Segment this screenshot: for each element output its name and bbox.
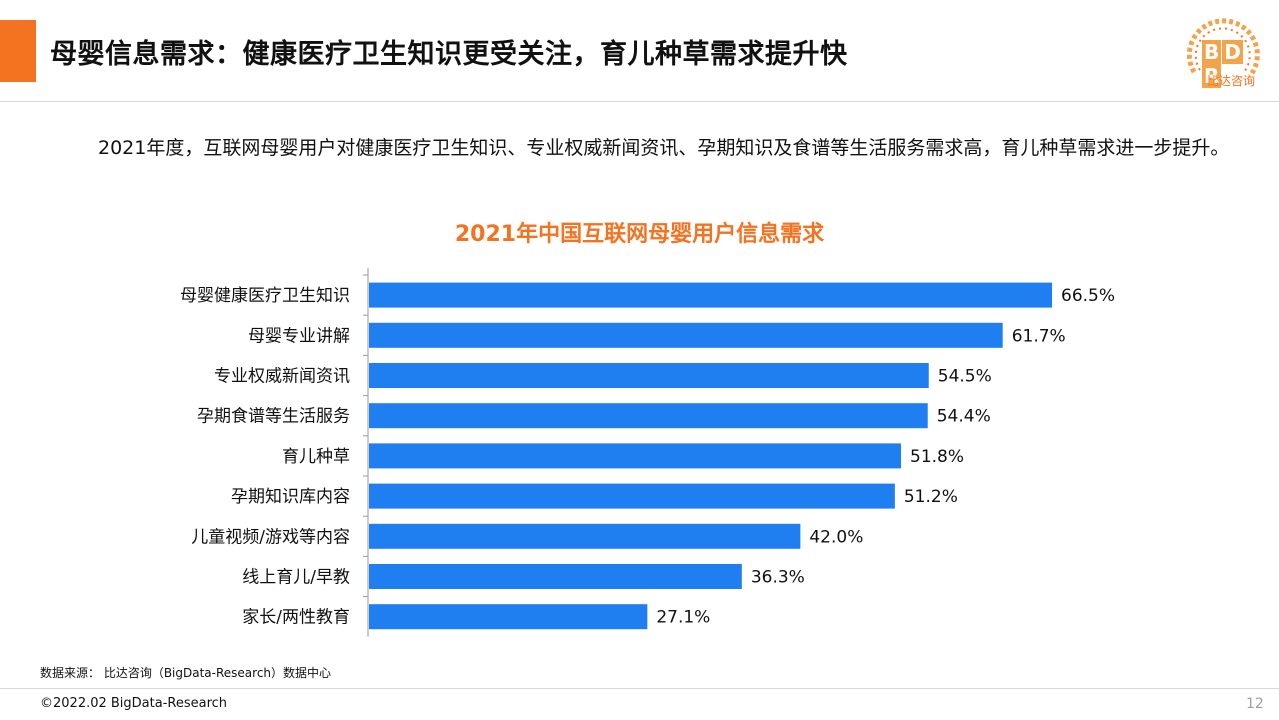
bar [369, 523, 801, 549]
intro-paragraph: 2021年度，互联网母婴用户对健康医疗卫生知识、专业权威新闻资讯、孕期知识及食谱… [98, 137, 1230, 159]
category-label: 母婴专业讲解 [248, 326, 350, 346]
category-label: 家长/两性教育 [242, 608, 350, 628]
category-label: 孕期食谱等生活服务 [197, 407, 350, 427]
category-label: 线上育儿/早教 [242, 568, 350, 588]
bar-value-label: 66.5% [1061, 286, 1115, 306]
logo-company-name: 比达咨询 [1207, 74, 1256, 88]
bar [369, 604, 648, 630]
bar-value-label: 42.0% [809, 527, 863, 547]
bdr-logo: B DR 比达咨询 [1180, 10, 1264, 94]
bar-value-label: 61.7% [1012, 326, 1066, 346]
data-source-note: 数据来源： 比达咨询（BigData-Research）数据中心 [40, 666, 332, 680]
bar-value-label: 51.8% [910, 447, 964, 467]
category-label: 育儿种草 [282, 447, 350, 467]
bar-value-label: 54.5% [938, 367, 992, 387]
category-label: 孕期知识库内容 [231, 487, 350, 507]
page-title: 母婴信息需求：健康医疗卫生知识更受关注，育儿种草需求提升快 [50, 39, 848, 70]
bar [369, 363, 929, 388]
category-label: 儿童视频/游戏等内容 [191, 527, 350, 547]
title-divider [0, 101, 1279, 102]
bar-value-label: 36.3% [751, 568, 805, 588]
bar [369, 564, 742, 589]
bar [369, 282, 1052, 308]
bar [369, 443, 902, 469]
bar-value-label: 51.2% [904, 487, 958, 507]
bar-chart: 母婴健康医疗卫生知识 66.5% 母婴专业讲解 61.7% 专业权威新闻资讯 54.5% 孕… [180, 268, 1115, 637]
category-label: 专业权威新闻资讯 [214, 367, 350, 387]
bar [369, 403, 928, 429]
chart-title: 2021年中国互联网母婴用户信息需求 [454, 222, 825, 247]
page-number: 12 [1246, 696, 1264, 712]
logo-letter-r: R [1202, 64, 1222, 88]
footer-divider [0, 688, 1279, 689]
logo-letters: B DR [1202, 40, 1264, 88]
title-accent-block [0, 20, 36, 82]
logo-ring-graphic [1186, 18, 1260, 78]
bar-value-label: 54.4% [937, 407, 991, 427]
category-label: 母婴健康医疗卫生知识 [180, 286, 350, 306]
bar-value-label: 27.1% [656, 608, 710, 628]
logo-letter-d: D [1222, 40, 1243, 64]
copyright-text: ©2022.02 BigData-Research [40, 696, 228, 711]
bar [369, 483, 895, 509]
logo-letter-b: B [1202, 40, 1222, 64]
bar [369, 322, 1003, 348]
